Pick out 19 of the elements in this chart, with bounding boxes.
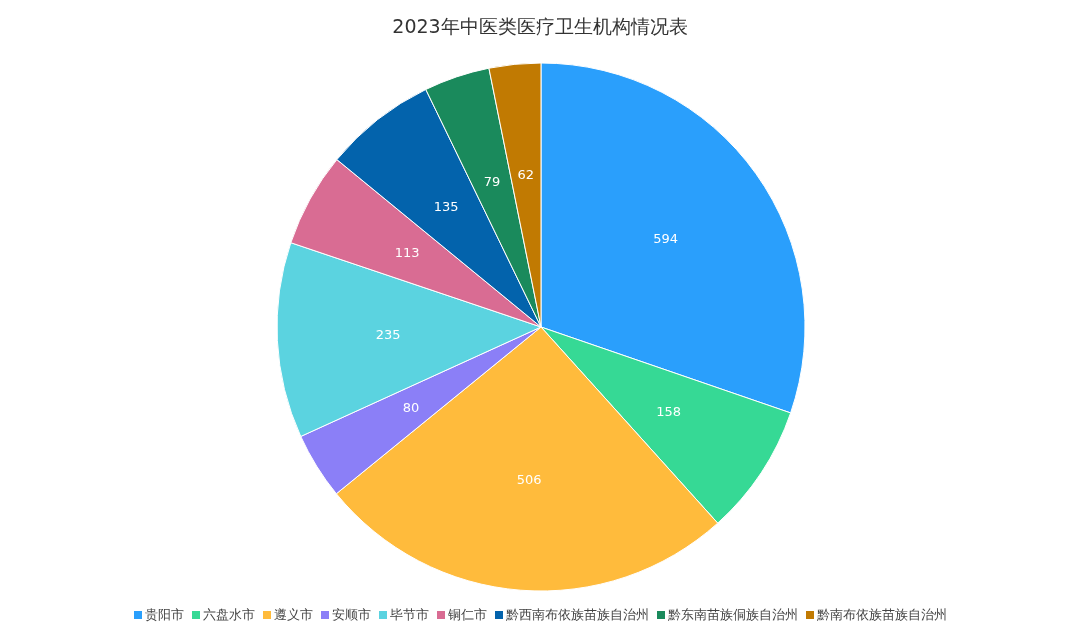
legend-label: 铜仁市 [447,606,487,624]
legend-label: 贵阳市 [144,606,184,624]
data-label: 135 [433,199,459,215]
data-label: 80 [402,400,420,416]
legend-label: 黔西南布依族苗族自治州 [505,606,649,624]
data-label: 235 [375,327,401,343]
data-label: 594 [653,230,679,246]
data-label: 506 [516,472,542,488]
legend-label: 黔南布依族苗族自治州 [816,606,947,624]
chart-title: 2023年中医类医疗卫生机构情况表 [391,14,689,39]
data-label: 113 [394,245,420,261]
legend-label: 黔东南苗族侗族自治州 [667,606,798,624]
data-label: 62 [517,167,535,183]
legend-label: 遵义市 [273,606,313,624]
data-label: 158 [656,403,682,419]
legend-label: 六盘水市 [202,606,255,624]
legend-label: 毕节市 [389,606,429,624]
legend-label: 安顺市 [331,606,371,624]
data-label: 79 [483,174,501,190]
